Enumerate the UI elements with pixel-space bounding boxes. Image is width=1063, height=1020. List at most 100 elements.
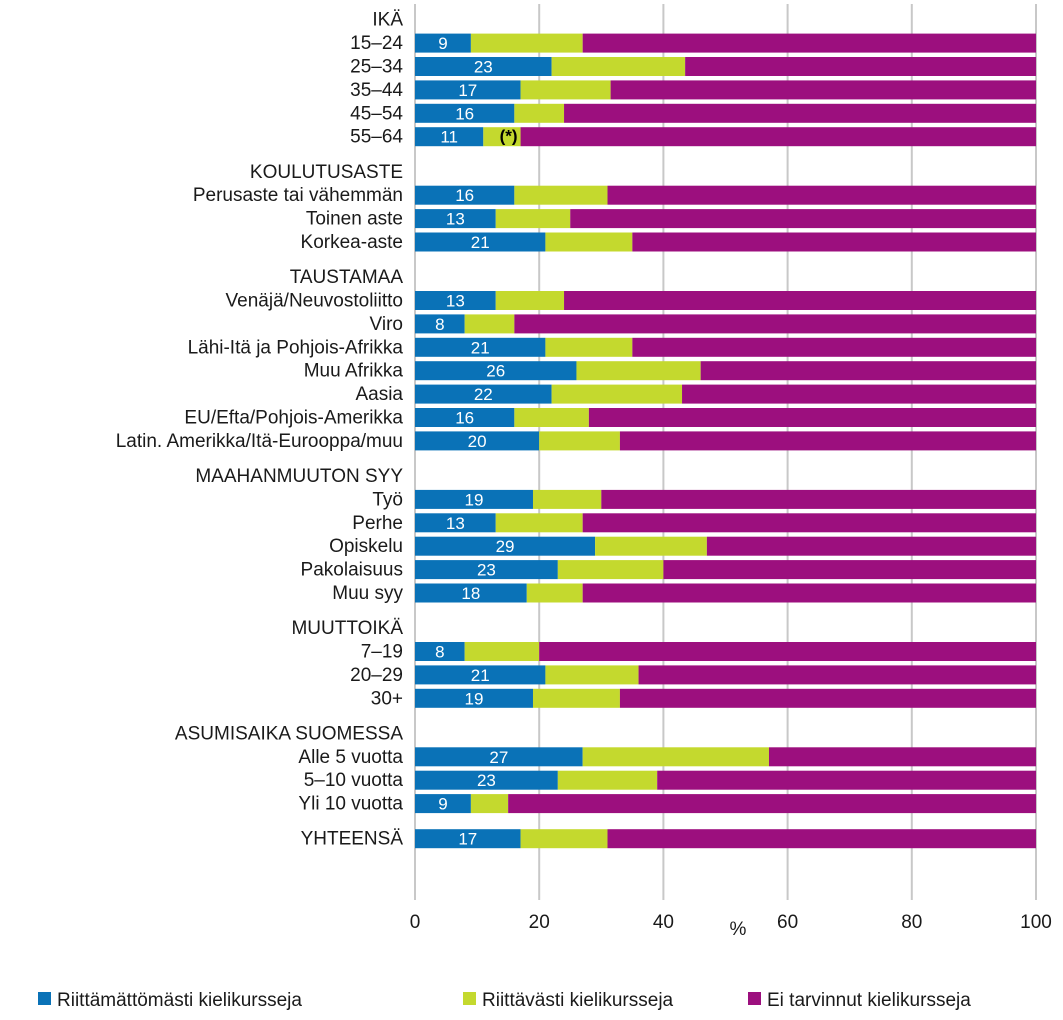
bar-segment-7-19-3 [539, 642, 1036, 661]
x-tick-label-0: 0 [410, 912, 421, 933]
data-label-latin-amerikka-ita-eurooppa-muu: 20 [468, 432, 487, 451]
group-label-taustamaa: TAUSTAMAA [290, 267, 404, 288]
bar-segment-tyo-2 [532, 489, 602, 509]
bar-segment-toinen-aste-3 [570, 209, 1036, 229]
category-label-alle-5-vuotta: Alle 5 vuotta [298, 747, 403, 768]
bar-segment-yli-10-vuotta-1 [415, 794, 471, 814]
bar-segment-muu-afrikka-2 [576, 361, 701, 381]
bar-segment-5-10-vuotta-2 [557, 770, 658, 790]
bar-segment-perusaste-tai-vahemman-2 [514, 185, 608, 205]
category-label-aasia: Aasia [355, 384, 403, 405]
bar-segment-alle-5-vuotta-1 [415, 747, 583, 767]
bar-segment-viro-1 [415, 314, 465, 334]
bar-segment-perhe-3 [582, 513, 1036, 533]
x-tick-label-60: 60 [777, 912, 798, 933]
bar-segment-tyo-1 [415, 489, 533, 509]
x-axis: 0 20 40 60 80 100% [410, 912, 1052, 940]
legend-label-ei-tarvinnut: Ei tarvinnut kielikursseja [767, 990, 971, 1011]
category-label-muu-afrikka: Muu Afrikka [304, 361, 404, 382]
bar-segment-20-29-1 [415, 665, 546, 685]
x-axis-unit: % [729, 919, 746, 940]
bar-segment-korkea-aste-3 [632, 232, 1036, 252]
bar-segment-yhteensa-3 [607, 829, 1036, 849]
x-tick-label-40: 40 [653, 912, 674, 933]
bar-segment-eu-efta-pohjois-amerikka-1 [415, 408, 515, 427]
bar-layer [415, 33, 1036, 849]
legend-label-riittamattomasti: Riittämättömästi kielikursseja [57, 990, 302, 1011]
data-label-perhe: 13 [446, 514, 465, 533]
category-label-25-34: 25–34 [350, 57, 403, 78]
bar-segment-muu-syy-2 [526, 583, 583, 603]
data-label-eu-efta-pohjois-amerikka: 16 [455, 409, 474, 428]
bar-segment-35-44-3 [610, 80, 1036, 100]
data-label-perusaste-tai-vahemman: 16 [455, 186, 474, 205]
bar-segment-muu-afrikka-3 [700, 361, 1036, 381]
data-label-yhteensa: 17 [458, 830, 477, 849]
bar-segment-muu-syy-1 [415, 583, 527, 603]
bar-segment-korkea-aste-2 [545, 232, 633, 252]
group-label-maahanmuuton-syy: MAAHANMUUTON SYY [195, 466, 403, 487]
category-label-yli-10-vuotta: Yli 10 vuotta [298, 794, 403, 815]
data-label-30: 19 [465, 689, 484, 708]
group-label-asumisaika-suomessa: ASUMISAIKA SUOMESSA [175, 723, 403, 744]
legend-swatch-ei-tarvinnut [748, 992, 761, 1006]
bar-segment-venaja-neuvostoliitto-1 [415, 291, 496, 310]
category-label-muu-syy: Muu syy [332, 583, 403, 604]
category-label-venaja-neuvostoliitto: Venäjä/Neuvostoliitto [226, 291, 403, 312]
data-label-korkea-aste: 21 [471, 233, 490, 252]
legend: Riittämättömästi kielikursseja Riittäväs… [0, 988, 1063, 1018]
bar-segment-perhe-2 [495, 513, 583, 533]
bar-segment-7-19-2 [464, 642, 540, 661]
data-label-muu-afrikka: 26 [486, 362, 505, 381]
category-label-lahi-ita-ja-pohjois-afrikka: Lähi-Itä ja Pohjois-Afrikka [188, 337, 404, 358]
bar-segment-tyo-3 [601, 489, 1036, 509]
bar-segment-lahi-ita-ja-pohjois-afrikka-2 [545, 337, 633, 357]
category-label-korkea-aste: Korkea-aste [301, 232, 403, 253]
bar-segment-45-54-3 [564, 103, 1036, 123]
bar-segment-45-54-1 [415, 103, 515, 123]
bar-segment-opiskelu-1 [415, 536, 596, 556]
note-label-55-64: (*) [500, 127, 518, 146]
bar-segment-muu-syy-3 [582, 583, 1036, 603]
bar-segment-yli-10-vuotta-3 [508, 794, 1036, 814]
bar-segment-5-10-vuotta-3 [657, 770, 1036, 790]
category-label-30: 30+ [371, 688, 403, 709]
bar-segment-35-44-1 [415, 80, 521, 100]
bar-segment-aasia-1 [415, 384, 552, 404]
bar-segment-7-19-1 [415, 642, 465, 661]
bar-segment-venaja-neuvostoliitto-3 [564, 291, 1036, 310]
bar-segment-venaja-neuvostoliitto-2 [495, 291, 565, 310]
data-label-yli-10-vuotta: 9 [438, 795, 447, 814]
category-label-pakolaisuus: Pakolaisuus [301, 560, 403, 581]
category-label-20-29: 20–29 [350, 665, 403, 686]
bar-segment-yli-10-vuotta-2 [470, 794, 509, 814]
group-label-muuttoika: MUUTTOIKÄ [291, 618, 403, 639]
bar-segment-aasia-2 [551, 384, 683, 404]
category-label-35-44: 35–44 [350, 80, 403, 101]
legend-item-ei-tarvinnut: Ei tarvinnut kielikursseja [748, 990, 971, 1012]
data-label-5-10-vuotta: 23 [477, 771, 496, 790]
data-label-55-64: 11 [440, 128, 458, 147]
bar-segment-25-34-3 [685, 57, 1036, 76]
bar-segment-latin-amerikka-ita-eurooppa-muu-1 [415, 431, 540, 451]
category-label-45-54: 45–54 [350, 103, 403, 124]
bar-segment-yhteensa-2 [520, 829, 608, 849]
data-label-20-29: 21 [471, 666, 490, 685]
category-label-opiskelu: Opiskelu [329, 536, 403, 557]
bar-segment-pakolaisuus-2 [557, 560, 664, 580]
bar-segment-15-24-2 [470, 33, 583, 53]
bar-segment-eu-efta-pohjois-amerikka-3 [588, 408, 1036, 427]
data-label-viro: 8 [435, 315, 444, 334]
legend-label-riittavasti: Riittävästi kielikursseja [482, 990, 674, 1011]
data-label-muu-syy: 18 [461, 584, 480, 603]
data-label-lahi-ita-ja-pohjois-afrikka: 21 [471, 338, 490, 357]
category-label-perusaste-tai-vahemman: Perusaste tai vähemmän [193, 185, 403, 206]
bar-segment-45-54-2 [514, 103, 565, 123]
data-label-venaja-neuvostoliitto: 13 [446, 292, 465, 311]
category-label-55-64: 55–64 [350, 127, 403, 148]
bar-segment-25-34-2 [551, 57, 686, 76]
category-label-yhteensa: YHTEENSÄ [301, 829, 404, 850]
bar-segment-perusaste-tai-vahemman-1 [415, 185, 515, 205]
